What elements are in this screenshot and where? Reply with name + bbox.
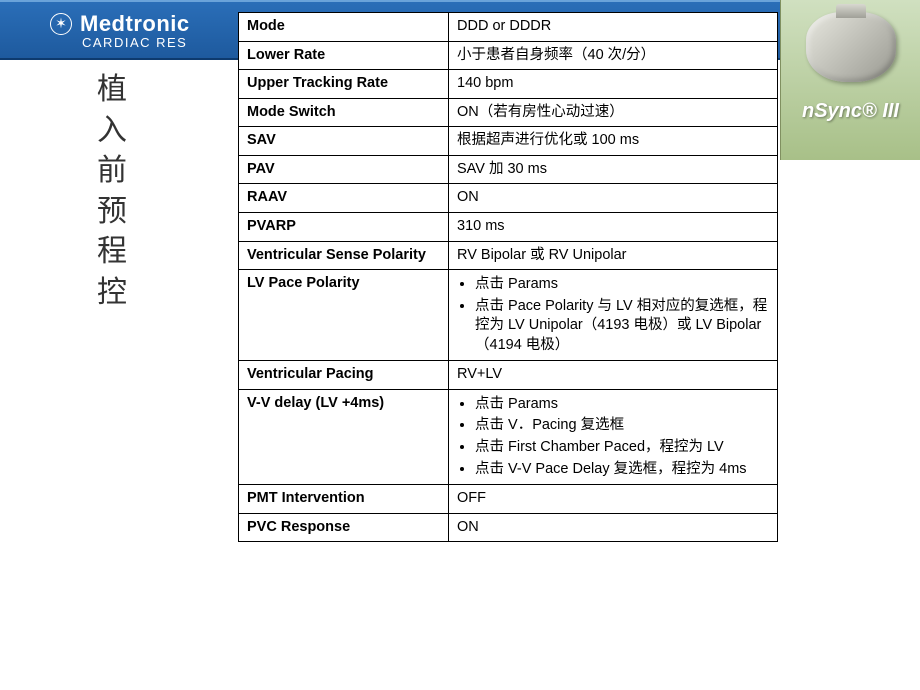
param-value: 点击 Params点击 V．Pacing 复选框点击 First Chamber…: [449, 389, 778, 484]
param-value: ON: [449, 513, 778, 542]
param-value: ON: [449, 184, 778, 213]
param-value: RV Bipolar 或 RV Unipolar: [449, 241, 778, 270]
device-image: [806, 12, 896, 82]
parameters-table: ModeDDD or DDDRLower Rate小于患者自身频率（40 次/分…: [238, 12, 778, 542]
table-row: PAVSAV 加 30 ms: [239, 155, 778, 184]
param-step: 点击 Params: [475, 274, 769, 296]
param-label: LV Pace Polarity: [239, 270, 449, 361]
table-row: Mode SwitchON（若有房性心动过速）: [239, 98, 778, 127]
table-row: Ventricular PacingRV+LV: [239, 361, 778, 390]
device-label: nSync® III: [802, 100, 899, 123]
table-row: Ventricular Sense PolarityRV Bipolar 或 R…: [239, 241, 778, 270]
param-label: Upper Tracking Rate: [239, 70, 449, 99]
table-row: Upper Tracking Rate140 bpm: [239, 70, 778, 99]
param-label: Ventricular Pacing: [239, 361, 449, 390]
param-label: Mode: [239, 13, 449, 42]
table-row: Lower Rate小于患者自身频率（40 次/分）: [239, 41, 778, 70]
param-value: 小于患者自身频率（40 次/分）: [449, 41, 778, 70]
vertical-title-char: 植: [95, 70, 129, 111]
param-label: V-V delay (LV +4ms): [239, 389, 449, 484]
vertical-title-char: 控: [95, 273, 129, 314]
param-value: OFF: [449, 485, 778, 514]
parameters-tbody: ModeDDD or DDDRLower Rate小于患者自身频率（40 次/分…: [239, 13, 778, 542]
param-label: SAV: [239, 127, 449, 156]
param-value: SAV 加 30 ms: [449, 155, 778, 184]
table-row: V-V delay (LV +4ms) 点击 Params点击 V．Pacing …: [239, 389, 778, 484]
brand-name: Medtronic: [80, 11, 190, 37]
param-label: PAV: [239, 155, 449, 184]
param-value: RV+LV: [449, 361, 778, 390]
table-row: PMT InterventionOFF: [239, 485, 778, 514]
table-row: PVARP310 ms: [239, 212, 778, 241]
table-row: LV Pace Polarity 点击 Params点击 Pace Polarit…: [239, 270, 778, 361]
param-label: RAAV: [239, 184, 449, 213]
param-value: DDD or DDDR: [449, 13, 778, 42]
param-value: 点击 Params点击 Pace Polarity 与 LV 相对应的复选框，程…: [449, 270, 778, 361]
vertical-title-char: 入: [95, 111, 129, 152]
vertical-title-char: 前: [95, 151, 129, 192]
device-panel: nSync® III: [780, 0, 920, 160]
table-row: PVC ResponseON: [239, 513, 778, 542]
param-value: 140 bpm: [449, 70, 778, 99]
param-label: Ventricular Sense Polarity: [239, 241, 449, 270]
param-label: Mode Switch: [239, 98, 449, 127]
table-row: ModeDDD or DDDR: [239, 13, 778, 42]
param-step: 点击 Params: [475, 394, 769, 416]
param-label: Lower Rate: [239, 41, 449, 70]
param-step: 点击 V．Pacing 复选框: [475, 415, 769, 437]
table-row: RAAVON: [239, 184, 778, 213]
vertical-title: 植入前预程控: [95, 70, 129, 313]
param-value: 310 ms: [449, 212, 778, 241]
param-label: PMT Intervention: [239, 485, 449, 514]
param-step: 点击 V-V Pace Delay 复选框，程控为 4ms: [475, 459, 769, 481]
param-label: PVC Response: [239, 513, 449, 542]
param-steps: 点击 Params点击 Pace Polarity 与 LV 相对应的复选框，程…: [475, 274, 769, 356]
param-step: 点击 Pace Polarity 与 LV 相对应的复选框，程控为 LV Uni…: [475, 296, 769, 357]
vertical-title-char: 程: [95, 232, 129, 273]
param-label: PVARP: [239, 212, 449, 241]
param-value: 根据超声进行优化或 100 ms: [449, 127, 778, 156]
param-value: ON（若有房性心动过速）: [449, 98, 778, 127]
table-row: SAV根据超声进行优化或 100 ms: [239, 127, 778, 156]
param-steps: 点击 Params点击 V．Pacing 复选框点击 First Chamber…: [475, 394, 769, 480]
brand-icon: ✶: [50, 13, 72, 35]
vertical-title-char: 预: [95, 192, 129, 233]
param-step: 点击 First Chamber Paced，程控为 LV: [475, 437, 769, 459]
